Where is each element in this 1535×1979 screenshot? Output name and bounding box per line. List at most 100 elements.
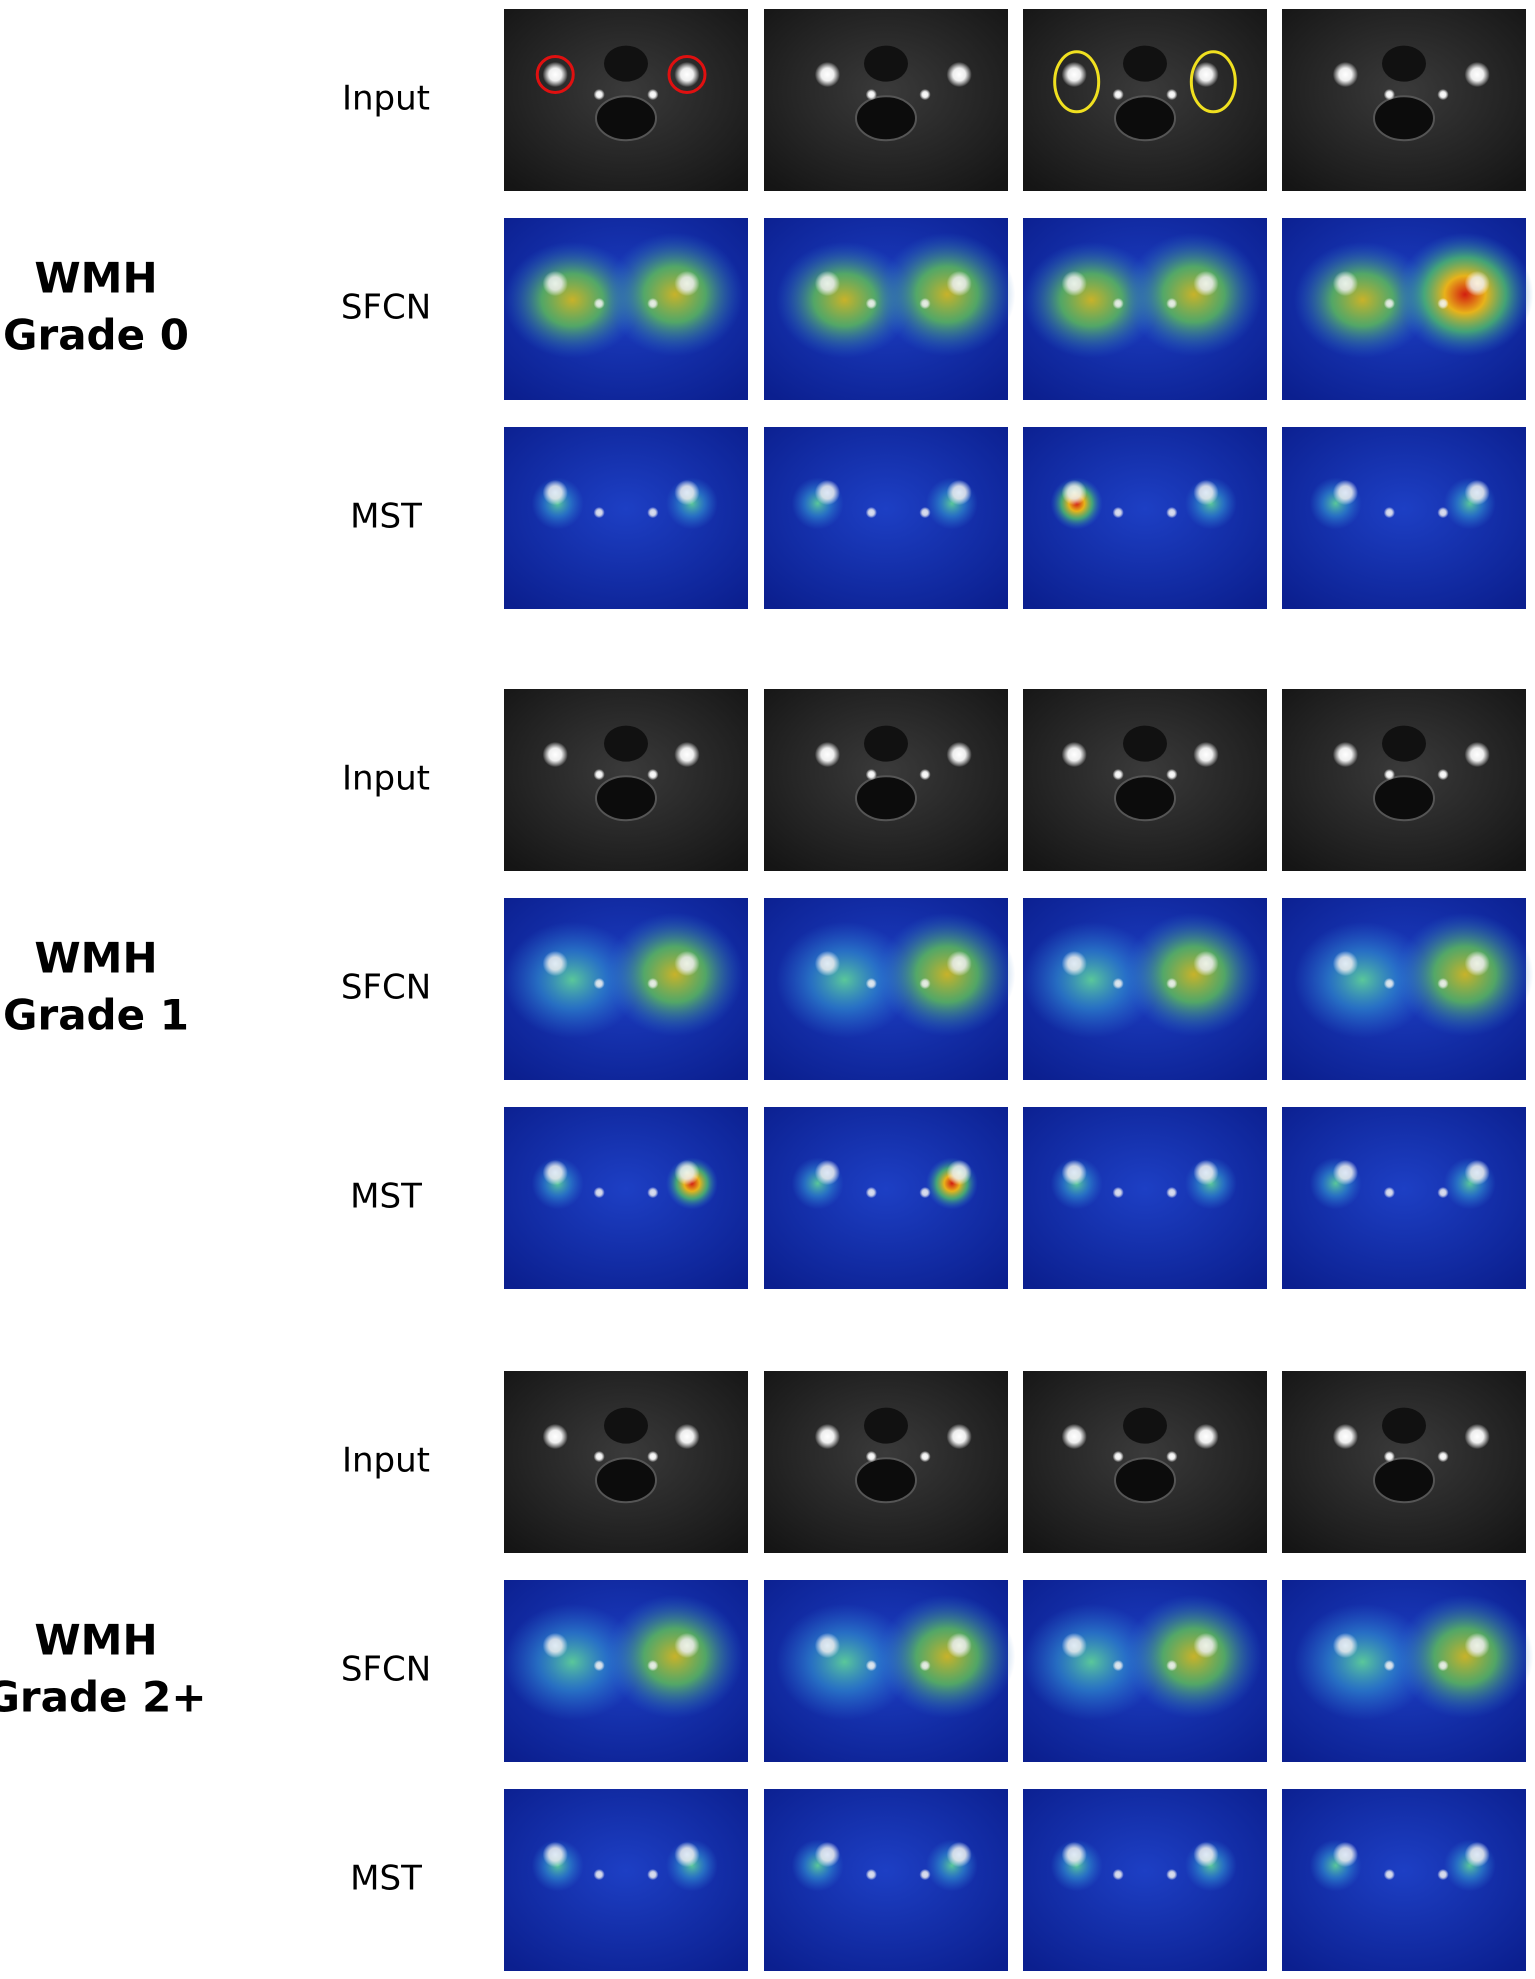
vessel xyxy=(1437,506,1449,519)
vessel xyxy=(1383,506,1395,519)
highlight-ellipse xyxy=(1189,50,1237,114)
vessel xyxy=(1193,950,1219,977)
image-panel xyxy=(504,1789,748,1971)
image-panel xyxy=(1023,898,1267,1080)
vessel xyxy=(647,1186,659,1199)
vessel xyxy=(946,741,972,768)
vessel xyxy=(919,977,931,990)
vessel xyxy=(1383,1186,1395,1199)
vessel xyxy=(814,1632,841,1659)
vessel xyxy=(1112,506,1124,519)
vessel xyxy=(1061,1632,1087,1659)
anatomy xyxy=(1114,775,1176,822)
group-title: WMH xyxy=(34,254,157,303)
image-panel xyxy=(764,9,1008,191)
anatomy xyxy=(595,95,657,142)
vessel xyxy=(1332,741,1359,768)
vessel xyxy=(674,1632,700,1659)
vessel xyxy=(1332,1423,1359,1450)
anatomy xyxy=(855,1457,917,1504)
vessel xyxy=(1112,1659,1124,1672)
vessel xyxy=(674,61,700,88)
vessel xyxy=(1061,270,1087,297)
vessel xyxy=(674,479,700,506)
vessel xyxy=(1166,1659,1178,1672)
anatomy xyxy=(864,45,908,82)
image-panel xyxy=(1282,1789,1526,1971)
heat-blob xyxy=(1396,912,1534,1037)
vessel xyxy=(542,1841,568,1868)
vessel xyxy=(1166,1450,1178,1463)
image-panel xyxy=(1282,1107,1526,1289)
row-label: SFCN xyxy=(341,1650,431,1690)
image-panel xyxy=(1282,427,1526,609)
row-label: Input xyxy=(342,1441,430,1481)
anatomy xyxy=(604,725,648,762)
vessel xyxy=(1166,768,1178,781)
vessel xyxy=(1193,1632,1219,1659)
image-panel xyxy=(1282,9,1526,191)
vessel xyxy=(1112,977,1124,990)
vessel xyxy=(674,1423,700,1450)
image-panel xyxy=(504,218,748,400)
image-panel xyxy=(764,1107,1008,1289)
anatomy xyxy=(1114,1457,1176,1504)
heat-blob xyxy=(606,1594,744,1719)
image-panel xyxy=(1023,1580,1267,1762)
heat-blob xyxy=(776,1603,913,1721)
heat-blob xyxy=(878,912,1016,1037)
heat-blob xyxy=(1294,921,1431,1039)
vessel xyxy=(1437,88,1449,101)
image-panel xyxy=(504,1580,748,1762)
image-panel xyxy=(764,1580,1016,1762)
row-label: MST xyxy=(350,497,422,537)
image-panel xyxy=(764,427,1008,609)
image-panel xyxy=(1282,689,1526,871)
vessel xyxy=(1112,1186,1124,1199)
group-title: Grade 2+ xyxy=(0,1673,207,1722)
vessel xyxy=(674,950,700,977)
vessel xyxy=(919,768,931,781)
anatomy xyxy=(1382,725,1426,762)
vessel xyxy=(865,506,877,519)
image-panel xyxy=(504,689,748,871)
vessel xyxy=(865,1450,877,1463)
vessel xyxy=(865,977,877,990)
vessel xyxy=(1112,1868,1124,1881)
image-panel xyxy=(1023,9,1267,191)
vessel xyxy=(1464,479,1490,506)
highlight-circle xyxy=(535,55,575,95)
vessel xyxy=(1383,1450,1395,1463)
vessel xyxy=(1061,1423,1087,1450)
vessel xyxy=(814,61,841,88)
highlight-ellipse xyxy=(1053,50,1101,114)
vessel xyxy=(1061,1159,1087,1186)
vessel xyxy=(946,479,972,506)
vessel xyxy=(1193,479,1219,506)
heat-blob xyxy=(1294,1603,1431,1721)
vessel xyxy=(946,950,972,977)
image-panel xyxy=(764,1371,1008,1553)
image-panel xyxy=(764,689,1008,871)
anatomy xyxy=(1123,1407,1167,1444)
vessel xyxy=(674,1159,700,1186)
vessel xyxy=(542,1423,568,1450)
vessel xyxy=(1464,61,1490,88)
vessel xyxy=(1112,768,1124,781)
anatomy xyxy=(1373,1457,1435,1504)
image-panel xyxy=(504,898,748,1080)
vessel xyxy=(1464,1632,1490,1659)
vessel xyxy=(1437,1186,1449,1199)
heat-blob xyxy=(504,921,641,1039)
vessel xyxy=(814,479,841,506)
vessel xyxy=(1437,977,1449,990)
image-panel xyxy=(504,1371,748,1553)
image-panel xyxy=(504,9,748,191)
vessel xyxy=(647,1868,659,1881)
row-label: Input xyxy=(342,759,430,799)
vessel xyxy=(1166,506,1178,519)
vessel xyxy=(593,1450,605,1463)
vessel xyxy=(1166,297,1178,310)
image-panel xyxy=(1023,1107,1267,1289)
